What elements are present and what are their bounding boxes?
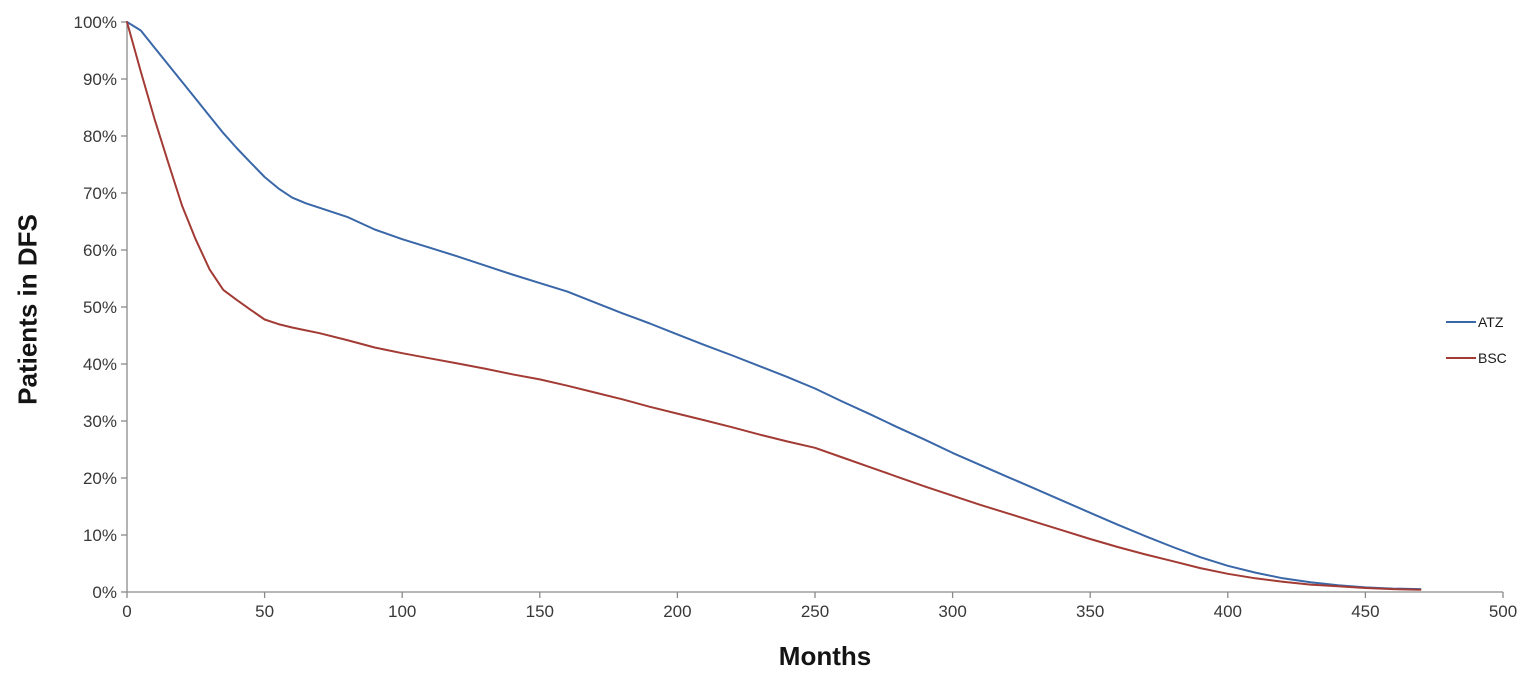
x-tick-label: 300: [938, 602, 966, 621]
y-tick-label: 40%: [83, 355, 117, 374]
x-axis-title: Months: [778, 641, 872, 671]
series-line-bsc: [126, 21, 1422, 591]
y-axis-title: Patients in DFS: [12, 214, 43, 405]
legend: ATZ BSC: [1446, 309, 1507, 381]
legend-item-atz: ATZ: [1446, 309, 1507, 335]
y-tick-label: 80%: [83, 127, 117, 146]
y-tick-label: 50%: [83, 298, 117, 317]
legend-line-swatch: [1446, 321, 1476, 323]
y-tick-label: 30%: [83, 412, 117, 431]
x-tick-label: 350: [1076, 602, 1104, 621]
x-tick-label: 150: [526, 602, 554, 621]
y-tick-label: 90%: [83, 70, 117, 89]
y-tick-label: 0%: [92, 583, 117, 602]
x-tick-label: 0: [122, 602, 131, 621]
legend-line-swatch: [1446, 357, 1476, 359]
x-tick-label: 250: [801, 602, 829, 621]
x-tick-label: 50: [255, 602, 274, 621]
x-tick-label: 100: [388, 602, 416, 621]
y-tick-label: 100%: [74, 13, 117, 32]
x-tick-label: 400: [1214, 602, 1242, 621]
legend-label: BSC: [1478, 350, 1507, 366]
y-tick-label: 60%: [83, 241, 117, 260]
series-line-atz: [126, 21, 1422, 591]
y-tick-label: 10%: [83, 526, 117, 545]
y-tick-label: 70%: [83, 184, 117, 203]
y-tick-label: 20%: [83, 469, 117, 488]
x-tick-label: 200: [663, 602, 691, 621]
legend-label: ATZ: [1478, 314, 1504, 330]
legend-item-bsc: BSC: [1446, 345, 1507, 371]
x-tick-label: 500: [1489, 602, 1517, 621]
x-tick-label: 450: [1351, 602, 1379, 621]
